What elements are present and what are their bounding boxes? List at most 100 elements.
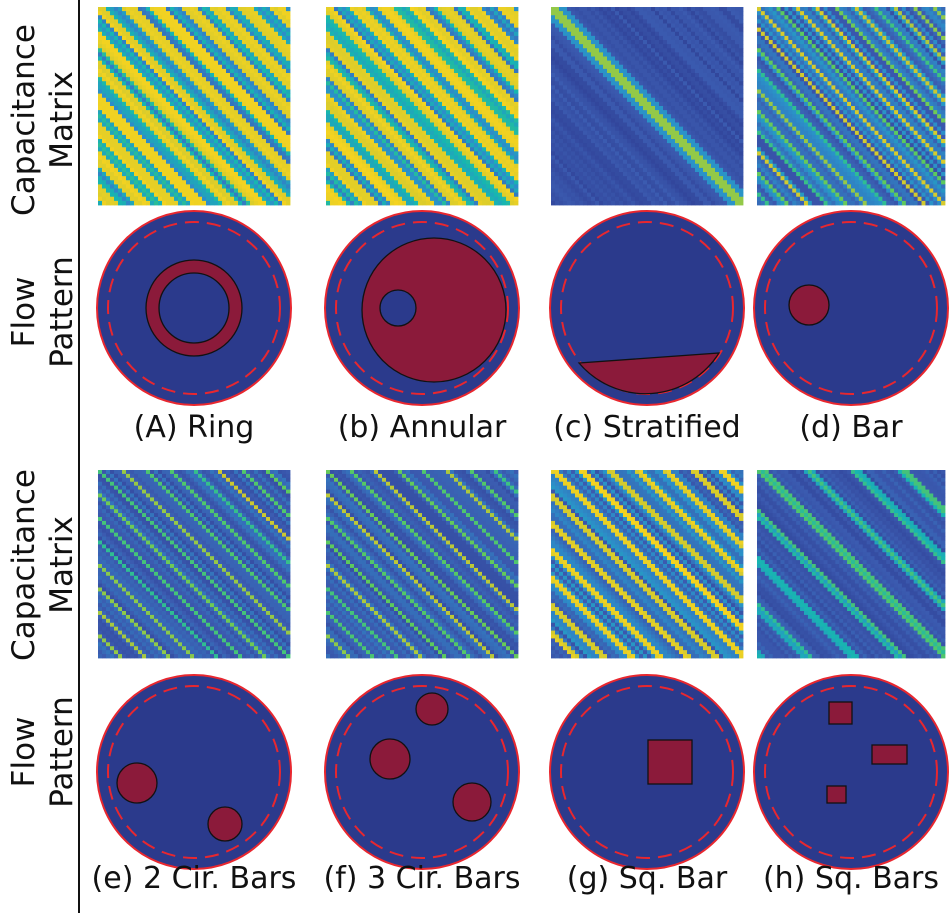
matrix-cell	[643, 15, 648, 20]
matrix-cell	[142, 93, 147, 99]
matrix-cell	[118, 19, 123, 24]
matrix-cell	[659, 23, 664, 29]
matrix-cell	[358, 40, 363, 45]
matrix-cell	[382, 11, 387, 16]
matrix-cell	[454, 56, 459, 62]
matrix-cell	[498, 126, 503, 132]
matrix-cell	[126, 139, 131, 144]
matrix-cell	[470, 176, 475, 181]
matrix-cell	[210, 196, 215, 202]
matrix-cell	[122, 93, 127, 99]
matrix-cell	[186, 200, 191, 206]
matrix-cell	[418, 52, 423, 57]
matrix-cell	[110, 89, 115, 95]
matrix-cell	[154, 200, 159, 206]
matrix-cell	[114, 172, 119, 177]
matrix-cell	[382, 114, 387, 119]
matrix-cell	[450, 151, 455, 156]
matrix-cell	[406, 196, 411, 202]
matrix-cell	[338, 126, 343, 132]
matrix-cell	[286, 15, 291, 20]
matrix-cell	[214, 31, 219, 37]
matrix-cell	[258, 81, 263, 86]
matrix-cell	[330, 89, 335, 95]
matrix-cell	[490, 106, 495, 111]
matrix-cell	[330, 155, 335, 161]
matrix-cell	[382, 77, 387, 82]
matrix-cell	[342, 184, 347, 189]
matrix-cell	[266, 81, 271, 86]
matrix-cell	[442, 143, 447, 148]
matrix-cell	[426, 151, 431, 156]
matrix-cell	[178, 188, 183, 194]
matrix-cell	[402, 139, 407, 144]
matrix-cell	[506, 60, 511, 66]
matrix-cell	[230, 192, 235, 198]
matrix-cell	[506, 27, 511, 33]
matrix-cell	[242, 68, 247, 74]
matrix-cell	[346, 85, 351, 90]
matrix-cell	[194, 147, 199, 152]
matrix-cell	[494, 196, 499, 202]
matrix-cell	[426, 31, 431, 37]
matrix-cell	[210, 163, 215, 169]
matrix-cell	[266, 68, 271, 74]
matrix-cell	[234, 114, 239, 119]
matrix-cell	[158, 200, 163, 206]
matrix-cell	[406, 64, 411, 70]
matrix-cell	[506, 35, 511, 41]
matrix-cell	[254, 77, 259, 82]
matrix-cell	[422, 163, 427, 169]
matrix-cell	[146, 184, 151, 189]
matrix-cell	[162, 184, 167, 189]
matrix-cell	[98, 143, 103, 148]
matrix-cell	[486, 200, 491, 206]
matrix-cell	[114, 89, 119, 95]
matrix-cell	[242, 93, 247, 99]
matrix-cell	[382, 106, 387, 111]
matrix-cell	[266, 106, 271, 111]
matrix-cell	[130, 73, 135, 78]
matrix-cell	[390, 192, 395, 198]
matrix-cell	[462, 23, 467, 29]
matrix-cell	[174, 64, 179, 70]
matrix-cell	[106, 97, 111, 103]
matrix-cell	[142, 151, 147, 156]
matrix-cell	[418, 15, 423, 20]
matrix-cell	[406, 89, 411, 95]
matrix-cell	[354, 114, 359, 119]
matrix-cell	[422, 106, 427, 111]
matrix-cell	[587, 27, 592, 33]
matrix-cell	[350, 35, 355, 41]
matrix-cell	[138, 106, 143, 111]
matrix-cell	[414, 184, 419, 189]
matrix-cell	[462, 52, 467, 57]
matrix-cell	[482, 27, 487, 33]
matrix-cell	[438, 126, 443, 132]
matrix-cell	[142, 147, 147, 152]
matrix-cell	[234, 97, 239, 103]
matrix-cell	[210, 200, 215, 206]
matrix-cell	[274, 60, 279, 66]
matrix-cell	[486, 151, 491, 156]
matrix-cell	[687, 27, 692, 33]
matrix-cell	[190, 106, 195, 111]
matrix-cell	[498, 130, 503, 136]
matrix-cell	[106, 89, 111, 95]
matrix-cell	[446, 192, 451, 198]
matrix-cell	[122, 122, 127, 128]
matrix-cell	[218, 48, 223, 53]
matrix-cell	[362, 118, 367, 123]
matrix-cell	[346, 44, 351, 49]
matrix-cell	[462, 167, 467, 173]
matrix-cell	[170, 27, 175, 33]
matrix-cell	[166, 73, 171, 78]
matrix-cell	[122, 35, 127, 41]
matrix-cell	[378, 155, 383, 161]
matrix-cell	[142, 73, 147, 78]
matrix-cell	[579, 15, 584, 20]
matrix-cell	[482, 188, 487, 194]
matrix-cell	[338, 163, 343, 169]
matrix-cell	[366, 151, 371, 156]
matrix-cell	[182, 184, 187, 189]
